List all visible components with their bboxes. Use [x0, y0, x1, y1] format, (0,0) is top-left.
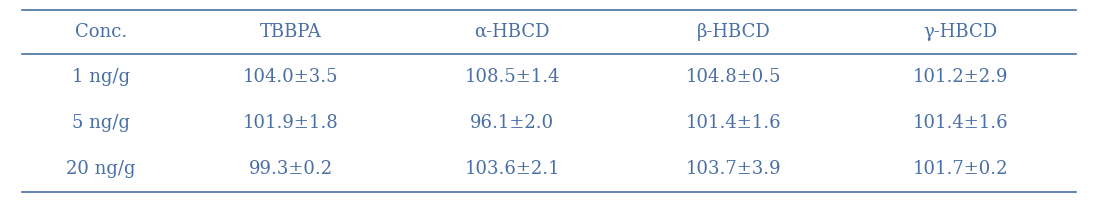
Text: 103.7±3.9: 103.7±3.9	[685, 160, 782, 178]
Text: α-HBCD: α-HBCD	[474, 23, 550, 41]
Text: 108.5±1.4: 108.5±1.4	[464, 68, 560, 86]
Text: Conc.: Conc.	[75, 23, 127, 41]
Text: γ-HBCD: γ-HBCD	[923, 23, 997, 41]
Text: 104.0±3.5: 104.0±3.5	[243, 68, 338, 86]
Text: β-HBCD: β-HBCD	[696, 23, 771, 41]
Text: 1 ng/g: 1 ng/g	[72, 68, 130, 86]
Text: 5 ng/g: 5 ng/g	[72, 114, 130, 132]
Text: 103.6±2.1: 103.6±2.1	[464, 160, 560, 178]
Text: 99.3±0.2: 99.3±0.2	[248, 160, 333, 178]
Text: 101.7±0.2: 101.7±0.2	[912, 160, 1008, 178]
Text: 101.2±2.9: 101.2±2.9	[912, 68, 1008, 86]
Text: 20 ng/g: 20 ng/g	[66, 160, 136, 178]
Text: 104.8±0.5: 104.8±0.5	[686, 68, 781, 86]
Text: TBBPA: TBBPA	[260, 23, 322, 41]
Text: 101.4±1.6: 101.4±1.6	[685, 114, 782, 132]
Text: 101.9±1.8: 101.9±1.8	[243, 114, 338, 132]
Text: 101.4±1.6: 101.4±1.6	[912, 114, 1008, 132]
Text: 96.1±2.0: 96.1±2.0	[470, 114, 554, 132]
